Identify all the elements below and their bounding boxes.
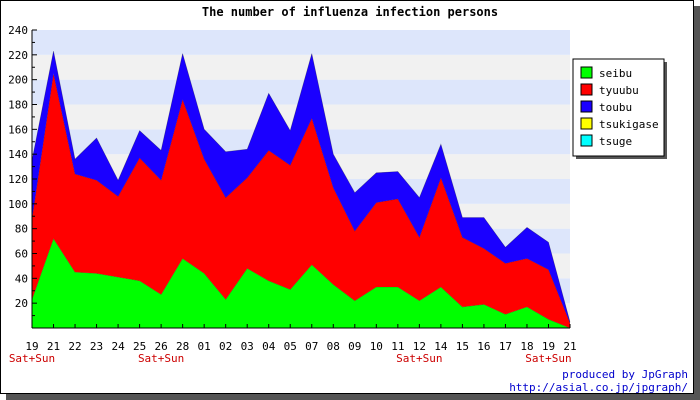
x-tick-label: 07 (305, 340, 318, 353)
y-tick-label: 60 (15, 248, 28, 261)
y-tick-label: 160 (8, 123, 28, 136)
x-tick-label: 22 (68, 340, 81, 353)
frame-shadow-right (694, 6, 700, 400)
x-tick-label: 03 (241, 340, 254, 353)
area-tyuubu (32, 73, 570, 328)
area-seibu (32, 238, 570, 328)
x-tick-label: 25 (133, 340, 146, 353)
y-tick-label: 140 (8, 148, 28, 161)
x-tick-label: 02 (219, 340, 232, 353)
x-tick-label: 10 (370, 340, 383, 353)
x-tick-label: 18 (520, 340, 533, 353)
y-tick-label: 220 (8, 49, 28, 62)
area-toubu (32, 51, 570, 323)
y-tick-label: 200 (8, 74, 28, 87)
legend-swatch-tsuge (580, 134, 593, 147)
y-tick-label: 40 (15, 272, 28, 285)
frame-shadow-bottom (6, 394, 700, 400)
x-tick-label: 23 (90, 340, 103, 353)
y-tick-label: 20 (15, 297, 28, 310)
grid-band (32, 30, 570, 55)
legend-label-tsukigase: tsukigase (599, 118, 659, 131)
x-tick-label: 17 (499, 340, 512, 353)
weekend-label: Sat+Sun (396, 352, 442, 365)
x-tick-label: 12 (413, 340, 426, 353)
x-tick-label: 01 (198, 340, 211, 353)
legend-label-tsuge: tsuge (599, 135, 632, 148)
y-tick-label: 180 (8, 99, 28, 112)
legend-swatch-tsukigase (580, 117, 593, 130)
area-edge-toubu (31, 51, 571, 322)
legend-swatch-tyuubu (580, 83, 593, 96)
credit-line-1: produced by JpGraph (562, 368, 688, 381)
legend-label-toubu: toubu (599, 101, 632, 114)
x-tick-label: 09 (348, 340, 361, 353)
weekend-label: Sat+Sun (9, 352, 55, 365)
y-tick-label: 240 (8, 24, 28, 37)
y-tick-label: 80 (15, 223, 28, 236)
x-tick-label: 19 (25, 340, 38, 353)
grid-band (32, 54, 570, 80)
legend-swatch-seibu (580, 66, 593, 79)
x-tick-label: 11 (391, 340, 404, 353)
legend-label-tyuubu: tyuubu (599, 84, 639, 97)
x-tick-label: 19 (542, 340, 555, 353)
legend-label-seibu: seibu (599, 67, 632, 80)
x-tick-label: 28 (176, 340, 189, 353)
weekend-label: Sat+Sun (525, 352, 571, 365)
x-tick-label: 08 (327, 340, 340, 353)
credit-line-2: http://asial.co.jp/jpgraph/ (509, 381, 688, 394)
y-tick-label: 120 (8, 173, 28, 186)
chart-title: The number of influenza infection person… (202, 5, 498, 19)
x-tick-label: 24 (111, 340, 125, 353)
x-tick-label: 14 (434, 340, 448, 353)
x-tick-label: 16 (477, 340, 490, 353)
y-tick-label: 100 (8, 198, 28, 211)
x-tick-label: 26 (154, 340, 167, 353)
x-tick-label: 21 (563, 340, 576, 353)
x-tick-label: 05 (284, 340, 297, 353)
x-tick-label: 21 (47, 340, 60, 353)
x-tick-label: 04 (262, 340, 276, 353)
weekend-label: Sat+Sun (138, 352, 184, 365)
legend-swatch-toubu (580, 100, 593, 113)
x-tick-label: 15 (456, 340, 469, 353)
